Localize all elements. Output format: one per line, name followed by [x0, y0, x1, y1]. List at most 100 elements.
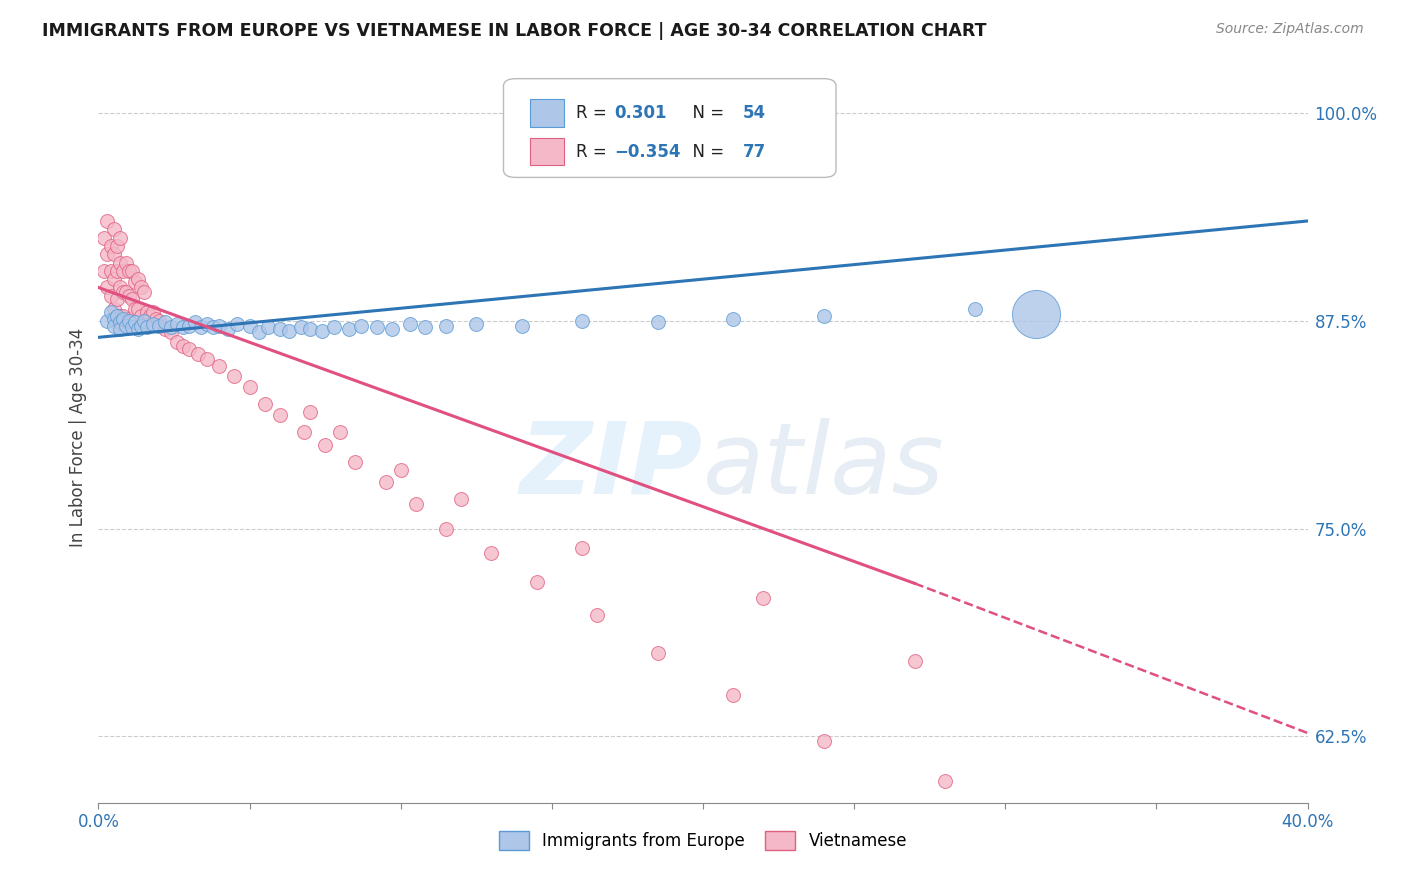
Point	[160, 326, 183, 340]
Text: 0.301: 0.301	[614, 103, 668, 122]
FancyBboxPatch shape	[530, 137, 564, 166]
Point	[142, 305, 165, 319]
Point	[172, 338, 194, 352]
Point	[752, 591, 775, 606]
Point	[239, 318, 262, 333]
Point	[224, 368, 246, 383]
Point	[93, 264, 115, 278]
Point	[813, 309, 835, 323]
Point	[111, 264, 134, 278]
Point	[132, 285, 155, 300]
Point	[904, 655, 927, 669]
Point	[323, 320, 346, 334]
Point	[314, 438, 336, 452]
Point	[965, 301, 987, 317]
Point	[381, 322, 404, 336]
Point	[135, 320, 157, 334]
Point	[127, 322, 149, 336]
Point	[118, 314, 141, 328]
Point	[647, 315, 669, 329]
Point	[202, 320, 225, 334]
Text: 54: 54	[742, 103, 766, 122]
Text: R =: R =	[576, 143, 612, 161]
FancyBboxPatch shape	[530, 99, 564, 127]
Point	[217, 322, 239, 336]
Point	[311, 324, 333, 338]
Point	[100, 289, 122, 303]
Point	[105, 309, 128, 323]
Point	[145, 312, 167, 326]
Text: N =: N =	[682, 103, 730, 122]
Point	[105, 292, 128, 306]
Point	[290, 320, 312, 334]
Point	[135, 305, 157, 319]
Point	[114, 318, 136, 333]
Point	[405, 497, 427, 511]
Point	[571, 314, 593, 328]
Point	[465, 317, 488, 331]
Point	[118, 289, 141, 303]
Point	[148, 314, 170, 328]
Point	[139, 309, 162, 323]
Point	[118, 264, 141, 278]
Point	[389, 463, 412, 477]
Point	[277, 324, 299, 338]
Point	[413, 320, 436, 334]
Text: −0.354: −0.354	[614, 143, 682, 161]
Point	[187, 347, 209, 361]
Point	[526, 574, 548, 589]
Point	[114, 255, 136, 269]
Point	[93, 230, 115, 244]
Point	[148, 318, 170, 333]
Text: Source: ZipAtlas.com: Source: ZipAtlas.com	[1216, 22, 1364, 37]
Point	[129, 318, 152, 333]
Point	[118, 312, 141, 326]
Point	[350, 318, 373, 333]
Text: R =: R =	[576, 103, 612, 122]
Text: N =: N =	[682, 143, 730, 161]
Point	[111, 309, 134, 323]
Point	[647, 646, 669, 660]
Point	[586, 607, 609, 622]
Point	[103, 272, 125, 286]
Point	[179, 342, 201, 356]
Point	[124, 276, 146, 290]
Point	[299, 322, 322, 336]
Point	[269, 322, 291, 336]
Point	[103, 301, 125, 317]
Point	[103, 312, 125, 326]
Point	[100, 305, 122, 319]
Point	[366, 320, 388, 334]
Legend: Immigrants from Europe, Vietnamese: Immigrants from Europe, Vietnamese	[492, 824, 914, 856]
Point	[934, 774, 956, 789]
Point	[121, 292, 143, 306]
Point	[100, 239, 122, 253]
Point	[723, 688, 745, 702]
FancyBboxPatch shape	[503, 78, 837, 178]
Point	[337, 322, 360, 336]
Point	[103, 222, 125, 236]
Point	[344, 455, 367, 469]
Point	[1281, 887, 1303, 892]
Point	[510, 318, 533, 333]
Point	[121, 264, 143, 278]
Text: 77: 77	[742, 143, 766, 161]
Point	[195, 351, 218, 366]
Point	[111, 285, 134, 300]
Text: ZIP: ZIP	[520, 417, 703, 515]
Point	[571, 541, 593, 556]
Point	[108, 255, 131, 269]
Point	[1206, 867, 1229, 881]
Point	[226, 317, 249, 331]
Point	[160, 320, 183, 334]
Point	[1024, 813, 1046, 827]
Point	[108, 280, 131, 294]
Point	[253, 397, 276, 411]
Point	[153, 315, 176, 329]
Point	[329, 425, 352, 439]
Point	[132, 314, 155, 328]
Point	[114, 285, 136, 300]
Point	[299, 405, 322, 419]
Point	[96, 314, 118, 328]
Point	[153, 322, 176, 336]
